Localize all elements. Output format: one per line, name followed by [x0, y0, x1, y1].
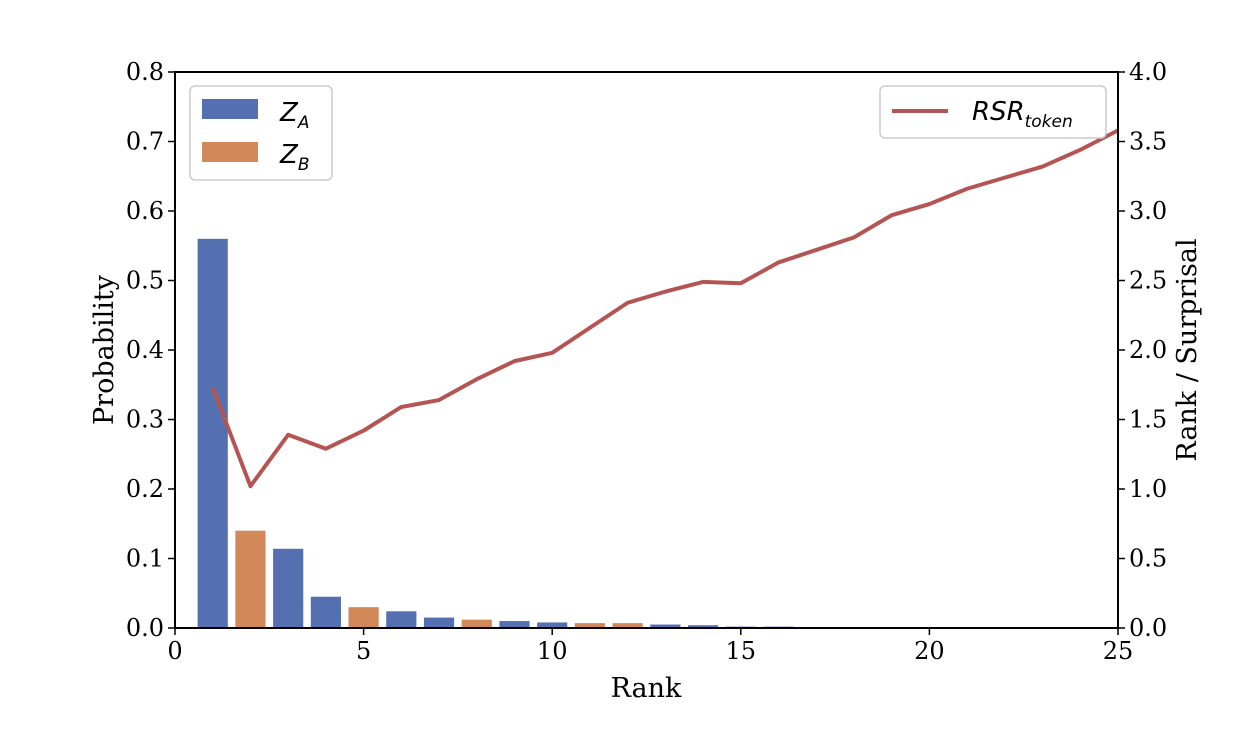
line-layer: [210, 128, 1119, 489]
y-right-tick-label: 2.0: [1129, 336, 1167, 364]
y-left-tick-label: 0.7: [126, 128, 164, 156]
x-tick-label: 0: [167, 637, 182, 665]
bar-rank-11: [574, 623, 606, 628]
x-tick-label: 10: [537, 637, 568, 665]
bar-rank-7: [423, 617, 455, 628]
legend-swatch-zb: [202, 142, 258, 162]
y-left-tick-label: 0.6: [126, 197, 164, 225]
y-left-tick-label: 0.1: [126, 545, 164, 573]
x-axis-label: Rank: [611, 673, 682, 704]
y-left-tick-label: 0.2: [126, 475, 164, 503]
y-left-tick-label: 0.8: [126, 58, 164, 86]
bar-rank-13: [650, 624, 681, 628]
y-axis-label-right: Rank / Surprisal: [1172, 238, 1203, 461]
y-left-tick-label: 0.5: [126, 267, 164, 295]
bar-rank-1: [197, 238, 228, 629]
x-tick-label: 5: [356, 637, 371, 665]
bar-rank-12: [612, 623, 643, 628]
y-right-tick-label: 3.0: [1129, 197, 1167, 225]
bars-layer: [197, 238, 794, 629]
bar-rank-6: [386, 611, 417, 628]
y-right-tick-label: 0.0: [1129, 614, 1167, 642]
y-right-tick-label: 1.0: [1129, 475, 1167, 503]
y-right-tick-label: 4.0: [1129, 58, 1167, 86]
y-left-tick-label: 0.3: [126, 406, 164, 434]
x-tick-label: 20: [914, 637, 945, 665]
bar-rank-4: [310, 596, 341, 628]
rsr-token-line: [210, 128, 1119, 489]
legend-swatch-za: [202, 99, 258, 119]
x-tick-label: 25: [1103, 637, 1134, 665]
legend-right: RSRtoken: [879, 85, 1107, 139]
legend-left: ZA ZB: [189, 85, 333, 181]
y-axis-label-left: Probability: [89, 274, 120, 425]
y-right-tick-label: 0.5: [1129, 545, 1167, 573]
bar-rank-9: [499, 621, 530, 628]
x-tick-label: 15: [726, 637, 757, 665]
y-right-tick-label: 3.5: [1129, 128, 1167, 156]
bar-rank-10: [537, 622, 568, 628]
y-right-tick-label: 2.5: [1129, 267, 1167, 295]
y-right-tick-label: 1.5: [1129, 406, 1167, 434]
y-left-tick-label: 0.4: [126, 336, 164, 364]
legend-label-zb: ZB: [279, 140, 309, 175]
bar-rank-2: [235, 530, 266, 628]
legend-label-za: ZA: [279, 98, 309, 133]
ticks-layer: 0 5 10 15 20 250.00.10.20.30.40.50.60.70.80.0…: [126, 58, 1167, 665]
bar-rank-8: [461, 619, 492, 628]
legend-right-box: [879, 85, 1107, 139]
bar-rank-14: [687, 625, 719, 628]
y-left-tick-label: 0.0: [126, 614, 164, 642]
bar-rank-3: [273, 548, 304, 628]
legend-label-rsr: RSRtoken: [972, 97, 1073, 132]
bar-rank-5: [348, 607, 379, 628]
